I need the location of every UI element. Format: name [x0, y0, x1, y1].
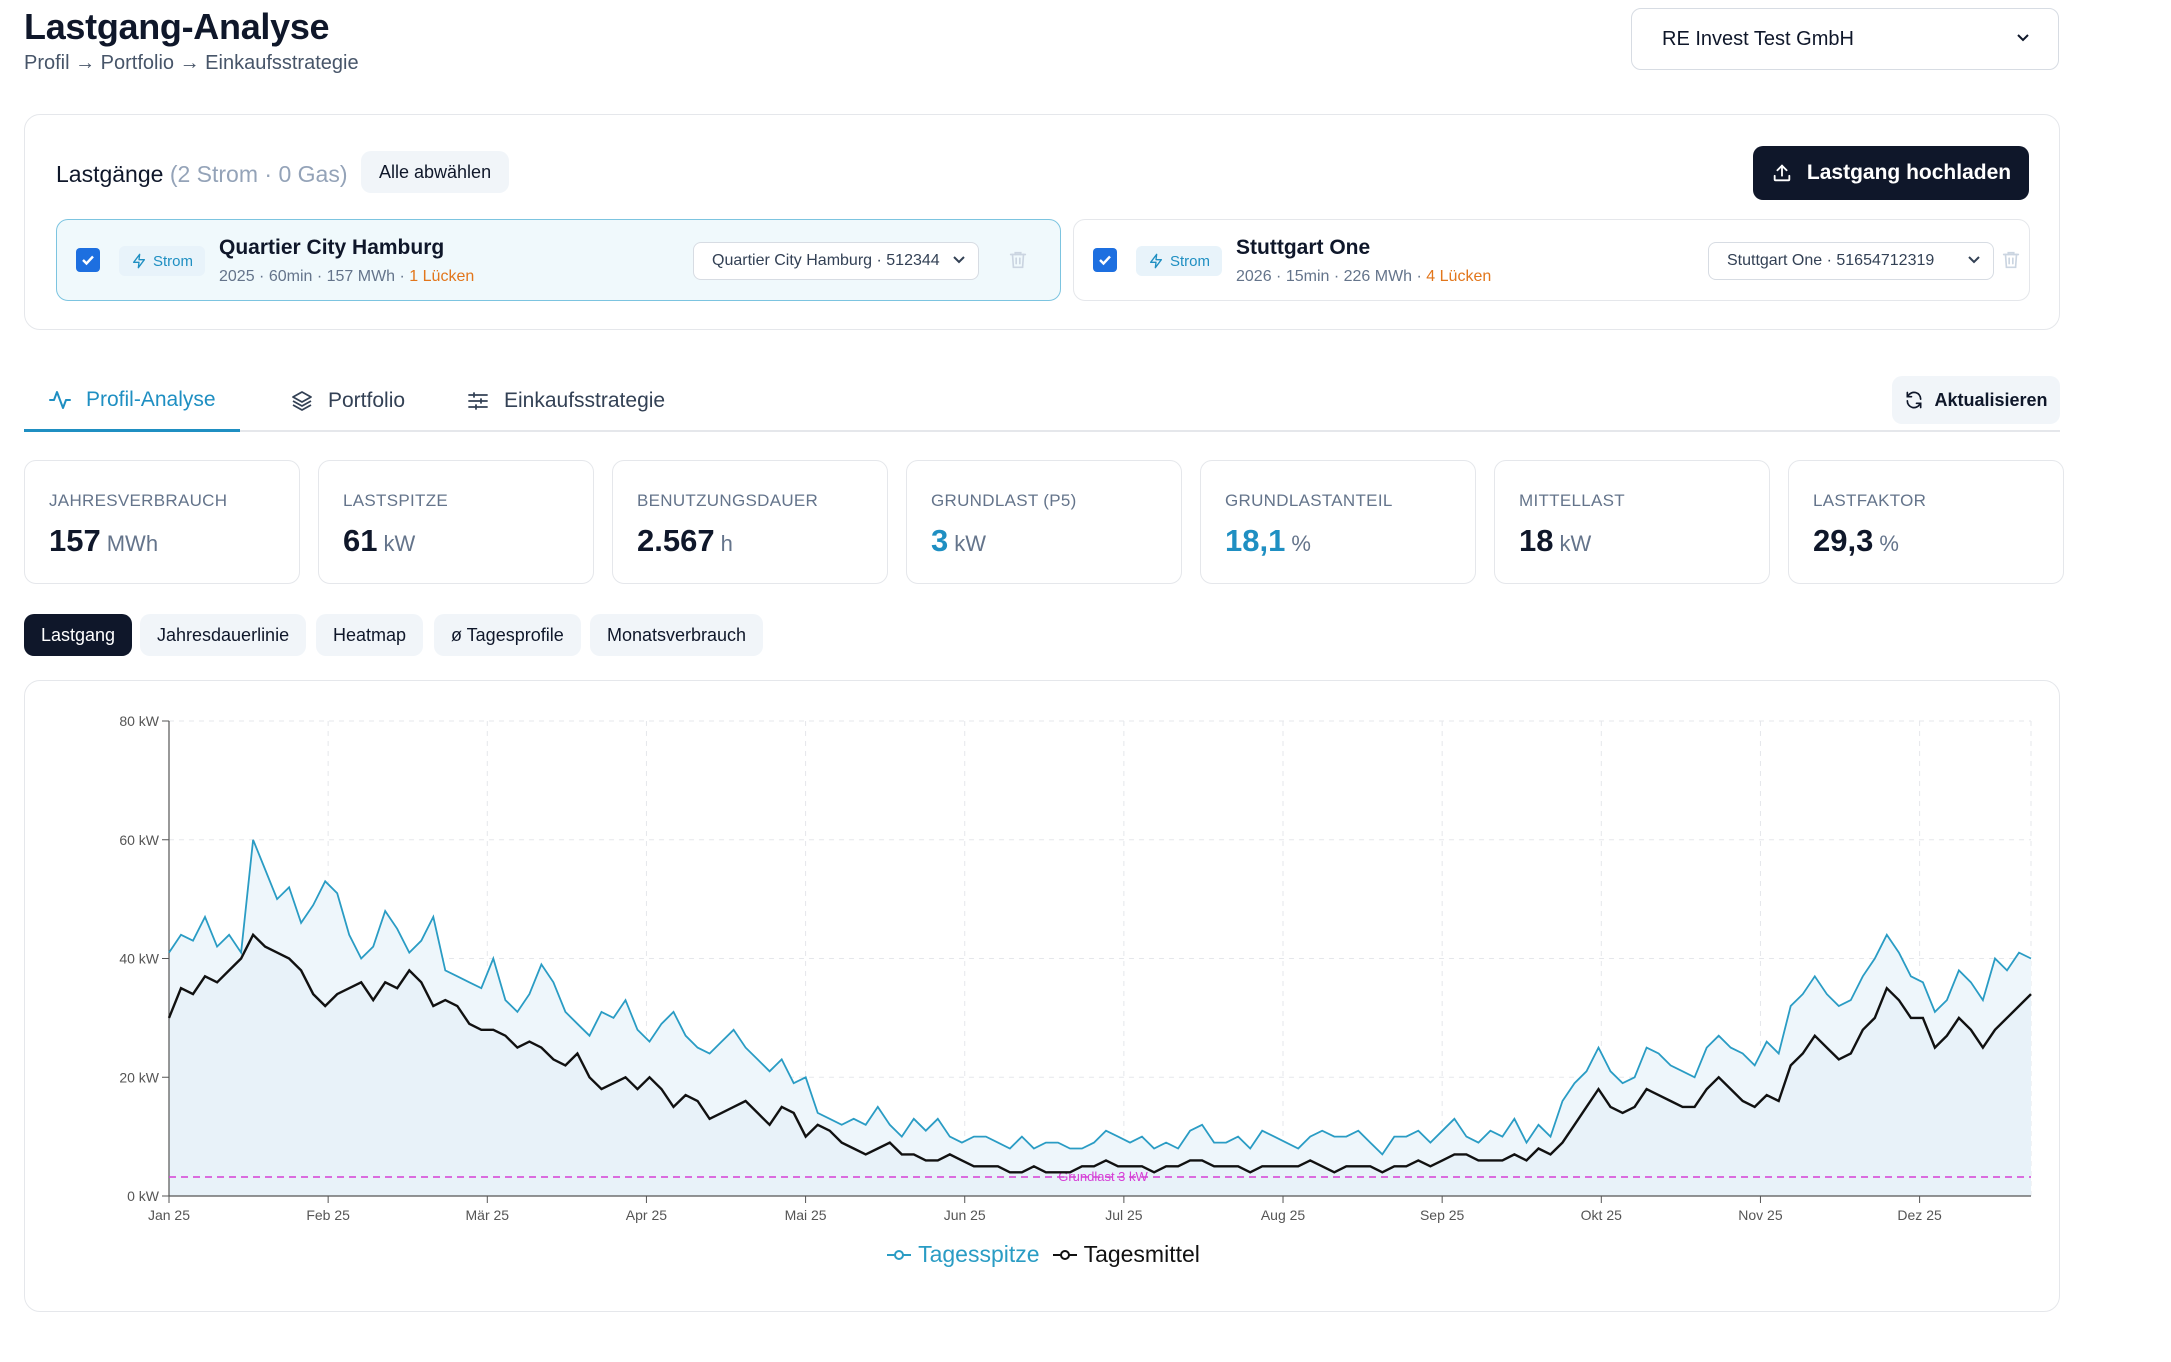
- deselect-all-button[interactable]: Alle abwählen: [361, 151, 510, 193]
- view-tagesprofile[interactable]: ø Tagesprofile: [434, 614, 581, 656]
- kpi-grundlast: GRUNDLAST (P5) 3 kW: [906, 460, 1182, 584]
- file-meta: 2025 · 60min · 157 MWh · 1 Lücken: [219, 268, 475, 285]
- baseline-label: Grundlast 3 kW: [1058, 1169, 1148, 1184]
- kpi-lastspitze: LASTSPITZE 61 kW: [318, 460, 594, 584]
- tab-einkaufsstrategie[interactable]: Einkaufsstrategie: [442, 370, 689, 432]
- mean-area: [169, 934, 2031, 1196]
- file-row-hamburg[interactable]: Strom Quartier City Hamburg 2025 · 60min…: [56, 219, 1061, 301]
- legend-item-mean[interactable]: Tagesmittel: [1052, 1241, 1200, 1268]
- lastgaenge-count: (2 Strom · 0 Gas): [169, 161, 348, 187]
- trash-icon[interactable]: [1007, 248, 1029, 277]
- x-tick-label: Mai 25: [785, 1207, 827, 1223]
- load-profile-chart: 0 kW 20 kW 40 kW 60 kW 80 kW Jan 25 Feb 25 Mär …: [119, 713, 2032, 1223]
- legend-line-icon: [1052, 1249, 1077, 1260]
- x-tick-label: Nov 25: [1738, 1207, 1783, 1223]
- meter-select[interactable]: Stuttgart One · 51654712319: [1708, 242, 1994, 280]
- company-select[interactable]: RE Invest Test GmbH: [1631, 8, 2059, 70]
- file-meta: 2026 · 15min · 226 MWh · 4 Lücken: [1236, 268, 1492, 285]
- lightning-icon: [1150, 253, 1162, 269]
- lastgaenge-title: Lastgänge: [56, 161, 164, 187]
- file-checkbox[interactable]: [76, 248, 100, 272]
- layers-icon: [292, 391, 312, 411]
- view-lastgang[interactable]: Lastgang: [24, 614, 133, 656]
- meter-select[interactable]: Quartier City Hamburg · 512344: [693, 242, 979, 280]
- x-tick-label: Aug 25: [1261, 1207, 1306, 1223]
- file-row-stuttgart[interactable]: Strom Stuttgart One 2026 · 15min · 226 M…: [1073, 219, 2030, 301]
- file-name: Quartier City Hamburg: [219, 236, 445, 259]
- sliders-icon: [468, 392, 488, 410]
- gap-count: 1 Lücken: [409, 268, 475, 285]
- series-line-peak: [168, 839, 2032, 1156]
- kpi-mittellast: MITTELLAST 18 kW: [1494, 460, 1770, 584]
- company-select-value: RE Invest Test GmbH: [1662, 27, 1854, 50]
- refresh-icon: [1906, 391, 1922, 409]
- type-badge: Strom: [119, 246, 206, 276]
- chart-legend: Tagesspitze Tagesmittel: [25, 1241, 2061, 1268]
- y-tick-label: 80 kW: [119, 713, 159, 729]
- trash-icon[interactable]: [2000, 248, 2022, 277]
- meter-select-value: Quartier City Hamburg · 512344: [712, 252, 940, 269]
- gap-count: 4 Lücken: [1426, 268, 1492, 285]
- refresh-button[interactable]: Aktualisieren: [1892, 376, 2060, 424]
- file-name: Stuttgart One: [1236, 236, 1371, 259]
- kpi-benutzungsdauer: BENUTZUNGSDAUER 2.567 h: [612, 460, 888, 584]
- x-tick-label: Okt 25: [1581, 1207, 1622, 1223]
- series-line-mean: [167, 932, 2032, 1174]
- legend-line-icon: [887, 1249, 912, 1260]
- view-monatsverbrauch[interactable]: Monatsverbrauch: [590, 614, 764, 656]
- kpi-jahresverbrauch: JAHRESVERBRAUCH 157 MWh: [24, 460, 300, 584]
- main-tabs: Profil-Analyse Portfolio Einkaufsstrateg…: [24, 370, 2060, 432]
- kpi-grundlastanteil: GRUNDLASTANTEIL 18,1%: [1200, 460, 1476, 584]
- chart-card: 0 kW 20 kW 40 kW 60 kW 80 kW Jan 25 Feb 25 Mär …: [24, 680, 2060, 1312]
- chevron-down-icon: [944, 252, 966, 270]
- lightning-icon: [133, 253, 145, 269]
- view-heatmap[interactable]: Heatmap: [316, 614, 424, 656]
- tab-profil-analyse[interactable]: Profil-Analyse: [24, 370, 240, 432]
- y-tick-label: 40 kW: [119, 951, 159, 967]
- x-tick-label: Dez 25: [1897, 1207, 1942, 1223]
- check-icon: [1099, 255, 1111, 266]
- upload-icon: [1773, 164, 1791, 182]
- x-tick-label: Jul 25: [1105, 1207, 1143, 1223]
- x-tick-label: Mär 25: [466, 1207, 510, 1223]
- chevron-down-icon: [1959, 252, 1981, 270]
- activity-icon: [49, 390, 71, 409]
- meter-select-value: Stuttgart One · 51654712319: [1727, 252, 1935, 269]
- kpi-lastfaktor: LASTFAKTOR 29,3%: [1788, 460, 2064, 584]
- check-icon: [82, 255, 94, 266]
- file-checkbox[interactable]: [1093, 248, 1117, 272]
- upload-button[interactable]: Lastgang hochladen: [1753, 146, 2029, 200]
- x-tick-label: Sep 25: [1420, 1207, 1465, 1223]
- legend-item-peak[interactable]: Tagesspitze: [886, 1241, 1040, 1268]
- upload-button-label: Lastgang hochladen: [1806, 161, 2012, 184]
- lastgaenge-heading: Lastgänge (2 Strom · 0 Gas): [56, 161, 347, 188]
- x-tick-label: Jun 25: [944, 1207, 986, 1223]
- x-tick-label: Feb 25: [306, 1207, 350, 1223]
- y-tick-label: 20 kW: [119, 1069, 159, 1085]
- breadcrumb: Profil → Portfolio → Einkaufsstrategie: [24, 52, 359, 74]
- view-jahresdauerlinie[interactable]: Jahresdauerlinie: [140, 614, 307, 656]
- x-tick-label: Jan 25: [148, 1207, 190, 1223]
- page-title: Lastgang-Analyse: [24, 6, 330, 47]
- lastgaenge-card: Lastgänge (2 Strom · 0 Gas) Alle abwähle…: [24, 114, 2060, 330]
- y-tick-label: 60 kW: [119, 832, 159, 848]
- tab-portfolio[interactable]: Portfolio: [266, 370, 429, 432]
- chevron-down-icon: [2016, 30, 2030, 48]
- type-badge: Strom: [1136, 246, 1223, 276]
- y-tick-label: 0 kW: [127, 1188, 160, 1204]
- x-tick-label: Apr 25: [626, 1207, 667, 1223]
